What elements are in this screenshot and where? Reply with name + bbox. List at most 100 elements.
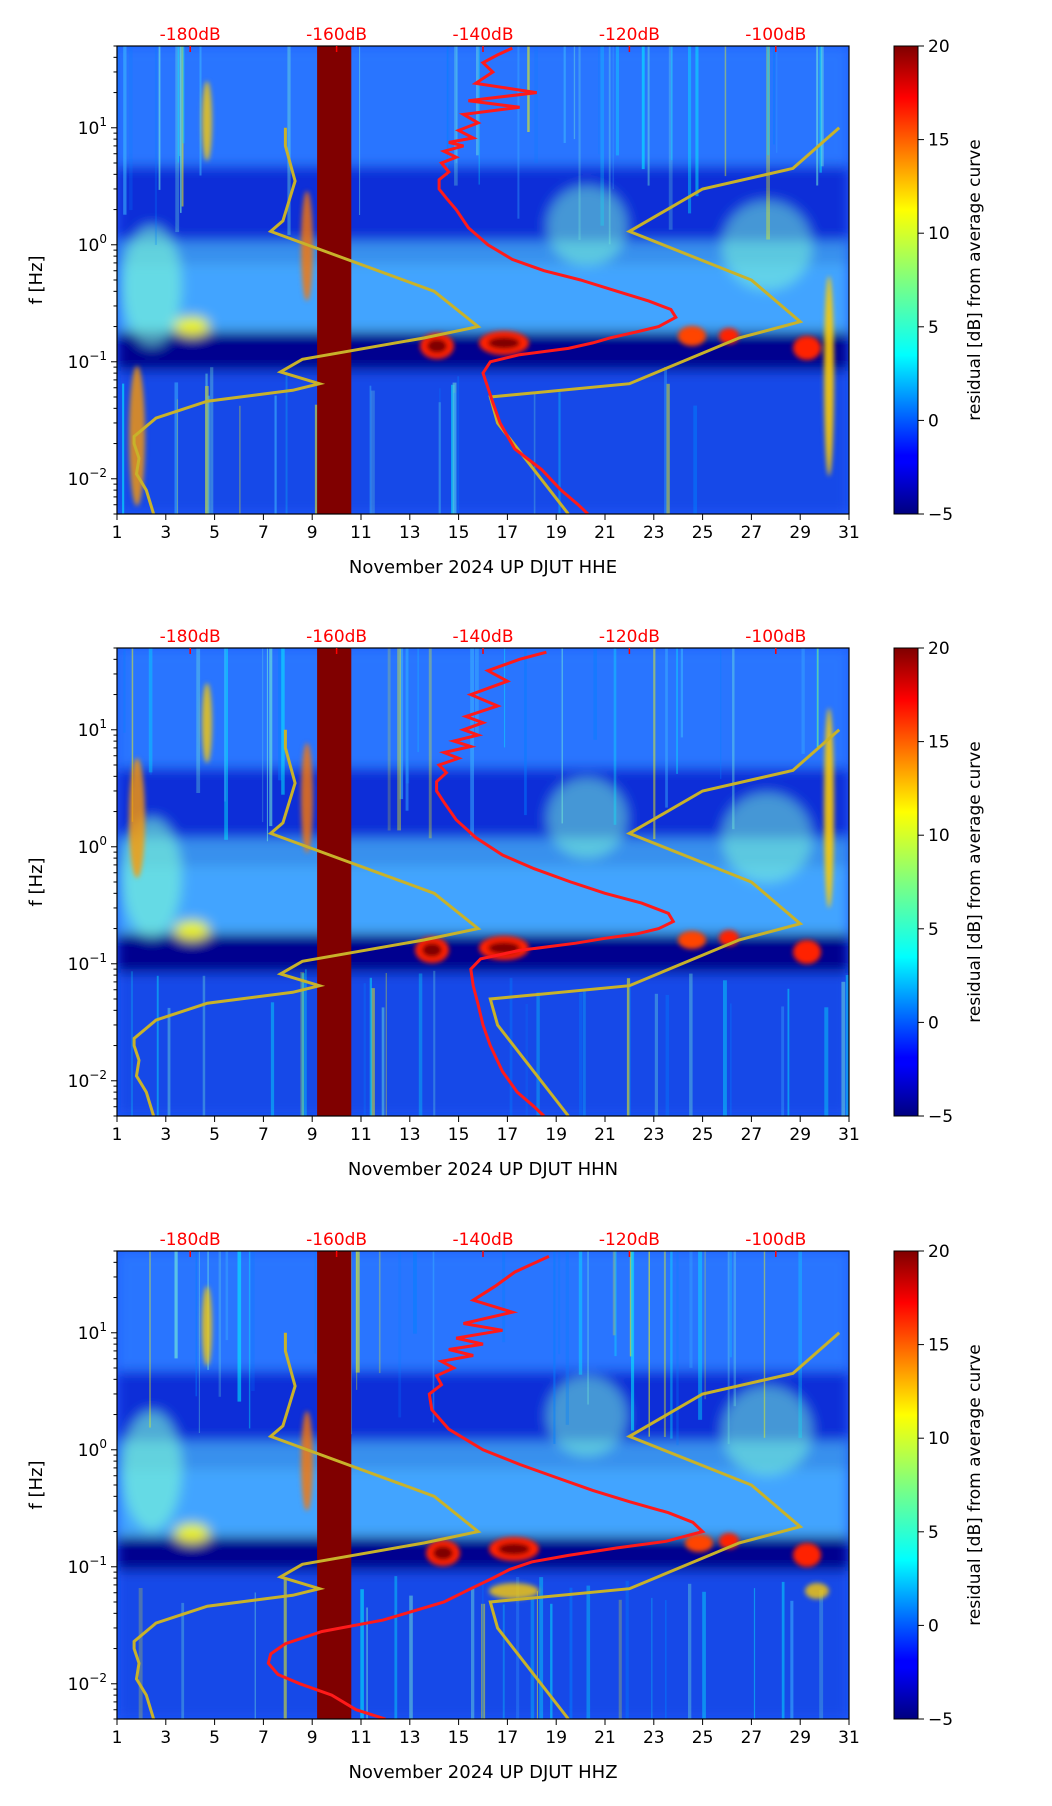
spectrogram-streak xyxy=(198,1251,200,1433)
spectrogram-streak xyxy=(654,993,658,1116)
spectrogram-streak xyxy=(647,46,650,186)
noise-model-curve-2 xyxy=(488,728,841,1116)
x-axis-label: November 2024 UP DJUT HHN xyxy=(348,1159,618,1180)
x-tick-label: 13 xyxy=(399,1728,421,1748)
spectrogram-streak xyxy=(251,1251,255,1391)
average-psd-curve xyxy=(266,1255,706,1719)
y-axis-label: f [Hz] xyxy=(26,255,47,304)
colorbar: −5 0 5 10 15 20 residual [dB] from average cur… xyxy=(893,639,985,1127)
data-gap xyxy=(317,1251,352,1719)
spectrogram-streak xyxy=(550,1603,553,1719)
spectrogram-streak xyxy=(676,1251,679,1446)
spectrogram-streak xyxy=(724,46,727,177)
spectrogram-streak xyxy=(278,648,282,781)
spectrogram-streak xyxy=(787,988,790,1116)
spectrogram-streak xyxy=(587,1251,589,1405)
x-tick-label: 1 xyxy=(112,1728,123,1748)
spectrogram-streak xyxy=(176,399,178,514)
spectrogram-streak xyxy=(536,992,540,1116)
colorbar-gradient xyxy=(893,45,919,515)
spectrogram-streak xyxy=(454,46,458,186)
spectrogram-streak xyxy=(534,46,538,164)
spectrogram-streak xyxy=(387,648,391,831)
spectrogram-streak xyxy=(648,1251,650,1437)
x-tick-label: 15 xyxy=(448,1728,470,1748)
x-tick-label: 29 xyxy=(789,1125,811,1145)
spectrogram-streak xyxy=(305,969,307,1116)
spectrogram-streak xyxy=(156,975,159,1116)
x-tick-label: 15 xyxy=(448,1125,470,1145)
spectrogram-streak xyxy=(452,382,457,514)
spectrogram-streak xyxy=(359,46,361,215)
top-db-label: -180dB xyxy=(160,1230,221,1250)
spectrogram-streak xyxy=(732,648,735,830)
colorbar-tick-label: 10 xyxy=(928,1429,950,1449)
spectrogram-streak xyxy=(369,385,372,514)
spectrogram-streak xyxy=(218,1251,221,1397)
average-psd-curve xyxy=(437,46,678,514)
x-tick-label: 19 xyxy=(545,1728,567,1748)
y-axis: 10−2 10−1 100 101 xyxy=(68,1250,117,1720)
spectrogram-streak xyxy=(287,46,291,235)
spectrogram-streak xyxy=(175,46,180,233)
spectrogram-streak xyxy=(767,46,770,156)
spectrogram-streak xyxy=(314,404,319,514)
spectrogram-streak xyxy=(720,648,722,779)
y-axis: 10−2 10−1 100 101 xyxy=(68,45,117,515)
spectrogram-streak xyxy=(670,1251,673,1439)
spectrogram-streak xyxy=(776,46,778,153)
x-tick-label: 25 xyxy=(692,1125,714,1145)
x-tick-label: 17 xyxy=(497,1125,519,1145)
x-tick-label: 27 xyxy=(741,1728,763,1748)
x-tick-label: 9 xyxy=(307,523,318,543)
spectrogram-streak xyxy=(381,1007,385,1116)
spectrogram-streak xyxy=(181,1602,185,1719)
y-tick-label: 10−1 xyxy=(68,349,107,373)
spectrogram-streak xyxy=(457,376,460,514)
colorbar-tick-label: 15 xyxy=(928,131,950,151)
x-tick-label: 5 xyxy=(209,1728,220,1748)
y-tick-label: 101 xyxy=(78,115,107,139)
spectrogram-streak xyxy=(727,1251,730,1445)
x-tick-label: 7 xyxy=(258,1125,269,1145)
x-tick-label: 29 xyxy=(789,523,811,543)
spectrogram-streak xyxy=(816,46,819,186)
spectrogram-streak xyxy=(598,46,600,155)
spectrogram-streak xyxy=(433,970,436,1116)
spectrogram-streak xyxy=(262,648,264,823)
spectrogram-streak xyxy=(653,648,656,839)
spectrogram-streak xyxy=(723,980,727,1116)
x-tick-label: 13 xyxy=(399,1125,421,1145)
x-tick-label: 21 xyxy=(594,1125,616,1145)
x-tick-label: 25 xyxy=(692,1728,714,1748)
top-db-label: -120dB xyxy=(599,1230,660,1250)
spectrogram-streak xyxy=(451,384,455,514)
spectrogram-streak xyxy=(269,648,273,827)
spectrogram-panel-hhn: 1 3 5 7 9 11 13 15 17 19 21 23 25 27 29 31 10−210−11001… xyxy=(26,627,985,1180)
spectrogram-streak xyxy=(613,648,617,825)
spectrogram-streak xyxy=(578,1251,583,1375)
x-axis: 1 3 5 7 9 11 13 15 17 19 21 23 25 27 29 31 xyxy=(112,514,860,543)
spectrogram-streak xyxy=(482,1581,484,1719)
colorbar-tick-label: 0 xyxy=(928,411,939,431)
spectrogram-streak xyxy=(671,46,673,161)
spectrogram-streak xyxy=(561,648,563,824)
spectrogram-streak xyxy=(631,1251,635,1431)
y-tick-label: 100 xyxy=(78,1437,107,1461)
colorbar-label: residual [dB] from average curve xyxy=(965,1344,985,1625)
spectrogram-streak xyxy=(254,1592,256,1719)
spectrogram-streak xyxy=(224,648,226,802)
spectrogram-streak xyxy=(504,648,506,748)
x-tick-label: 31 xyxy=(838,523,860,543)
top-db-label: -180dB xyxy=(160,627,221,647)
spectrogram-streak xyxy=(766,46,770,240)
noise-model-curve xyxy=(132,729,482,1116)
spectrogram-streak xyxy=(432,1251,435,1423)
x-tick-label: 7 xyxy=(258,523,269,543)
colorbar-tick-label: 20 xyxy=(928,37,950,57)
spectrogram-streak xyxy=(154,46,157,245)
spectrogram-streak xyxy=(207,395,210,514)
y-axis: 10−2 10−1 100 101 xyxy=(68,647,117,1117)
spectrogram-streak xyxy=(205,373,208,514)
